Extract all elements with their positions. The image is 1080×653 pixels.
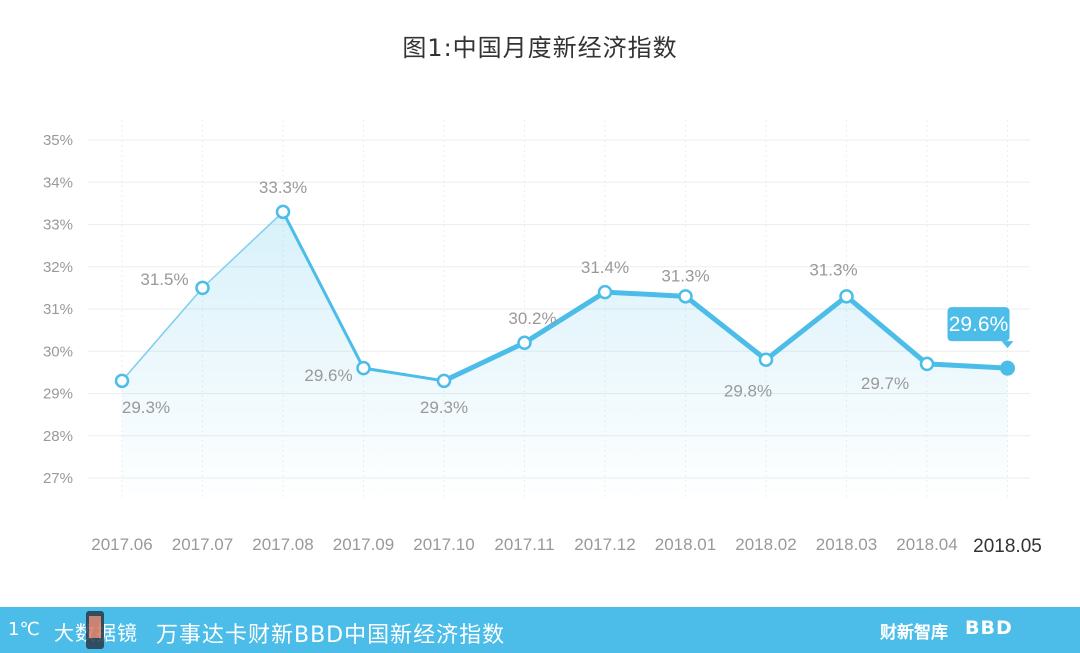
series-line-segment bbox=[281, 210, 365, 370]
series-line-segment bbox=[602, 289, 688, 299]
data-label: 29.3% bbox=[122, 398, 170, 417]
series-line-segment bbox=[522, 289, 608, 346]
x-tick-label: 2018.04 bbox=[896, 535, 957, 554]
series-line-segment bbox=[924, 361, 1010, 371]
data-point bbox=[758, 352, 774, 367]
callout-badge bbox=[947, 307, 1010, 342]
series-line-segment bbox=[683, 293, 769, 363]
data-label-highlight: 29.6% bbox=[949, 313, 1009, 336]
area-fill bbox=[122, 211, 1008, 500]
x-tick-label: 2017.10 bbox=[413, 535, 474, 554]
data-point-highlight bbox=[1000, 360, 1015, 376]
x-tick-label: 2017.12 bbox=[574, 535, 635, 554]
data-point bbox=[356, 360, 371, 376]
y-tick-label: 27% bbox=[43, 470, 73, 487]
data-label: 29.7% bbox=[861, 374, 909, 393]
footer-logo-mark: 1℃ bbox=[8, 619, 40, 640]
y-tick-label: 33% bbox=[43, 217, 73, 234]
series-line-segment bbox=[441, 340, 527, 384]
series-line-segment bbox=[201, 211, 284, 289]
x-tick-label: 2018.03 bbox=[816, 535, 877, 554]
y-tick-label: 31% bbox=[43, 301, 73, 318]
line-chart: 29.3% 31.5% 33.3% 29.6% 29.3% 30.2% 31.4% 31.3%… bbox=[43, 120, 1042, 557]
series-line-segment bbox=[844, 293, 930, 367]
x-tick-label: 2017.11 bbox=[494, 535, 554, 554]
data-label: 33.3% bbox=[259, 178, 307, 197]
x-tick-label: 2018.05 bbox=[973, 536, 1042, 557]
data-point bbox=[114, 373, 130, 389]
bbd-logo: BBD bbox=[965, 617, 1013, 639]
footer-caption: 万事达卡财新BBD中国新经济指数 bbox=[156, 623, 506, 648]
data-label: 29.8% bbox=[724, 382, 772, 401]
y-tick-label: 32% bbox=[43, 259, 73, 276]
caixin-logo: 财新智库 bbox=[880, 623, 948, 643]
data-label: 31.4% bbox=[581, 258, 629, 277]
phone-icon bbox=[86, 611, 104, 649]
footer-banner: 1℃ 大数据镜 万事达卡财新BBD中国新经济指数 财新智库 BBD bbox=[0, 607, 1080, 653]
callout-pointer bbox=[1001, 341, 1014, 349]
x-tick-label: 2017.07 bbox=[172, 535, 233, 554]
data-point bbox=[275, 204, 291, 220]
data-point bbox=[919, 356, 935, 372]
y-tick-label: 34% bbox=[43, 174, 73, 191]
x-tick-label: 2017.06 bbox=[91, 535, 152, 554]
data-label: 31.5% bbox=[140, 270, 188, 289]
data-label: 31.3% bbox=[809, 260, 857, 279]
data-label: 31.3% bbox=[661, 266, 709, 285]
x-tick-label: 2017.08 bbox=[252, 535, 313, 554]
y-tick-label: 35% bbox=[43, 132, 73, 149]
x-tick-label: 2018.01 bbox=[655, 535, 716, 554]
data-label: 30.2% bbox=[508, 309, 556, 328]
series-line-segment bbox=[121, 287, 204, 382]
data-point bbox=[195, 280, 210, 296]
data-point bbox=[517, 335, 532, 351]
data-point bbox=[436, 373, 452, 389]
data-point bbox=[678, 289, 693, 304]
chart-title: 图1:中国月度新经济指数 bbox=[402, 34, 678, 62]
data-point bbox=[839, 289, 854, 304]
series-line-segment bbox=[362, 366, 446, 383]
series-line-segment bbox=[763, 293, 849, 363]
x-tick-label: 2018.02 bbox=[735, 535, 796, 554]
data-label: 29.3% bbox=[420, 398, 468, 417]
data-point bbox=[597, 284, 613, 300]
data-label: 29.6% bbox=[304, 366, 352, 385]
y-tick-label: 28% bbox=[43, 428, 73, 445]
y-tick-label: 30% bbox=[43, 343, 73, 360]
x-tick-label: 2017.09 bbox=[333, 535, 394, 554]
y-tick-label: 29% bbox=[43, 386, 73, 403]
